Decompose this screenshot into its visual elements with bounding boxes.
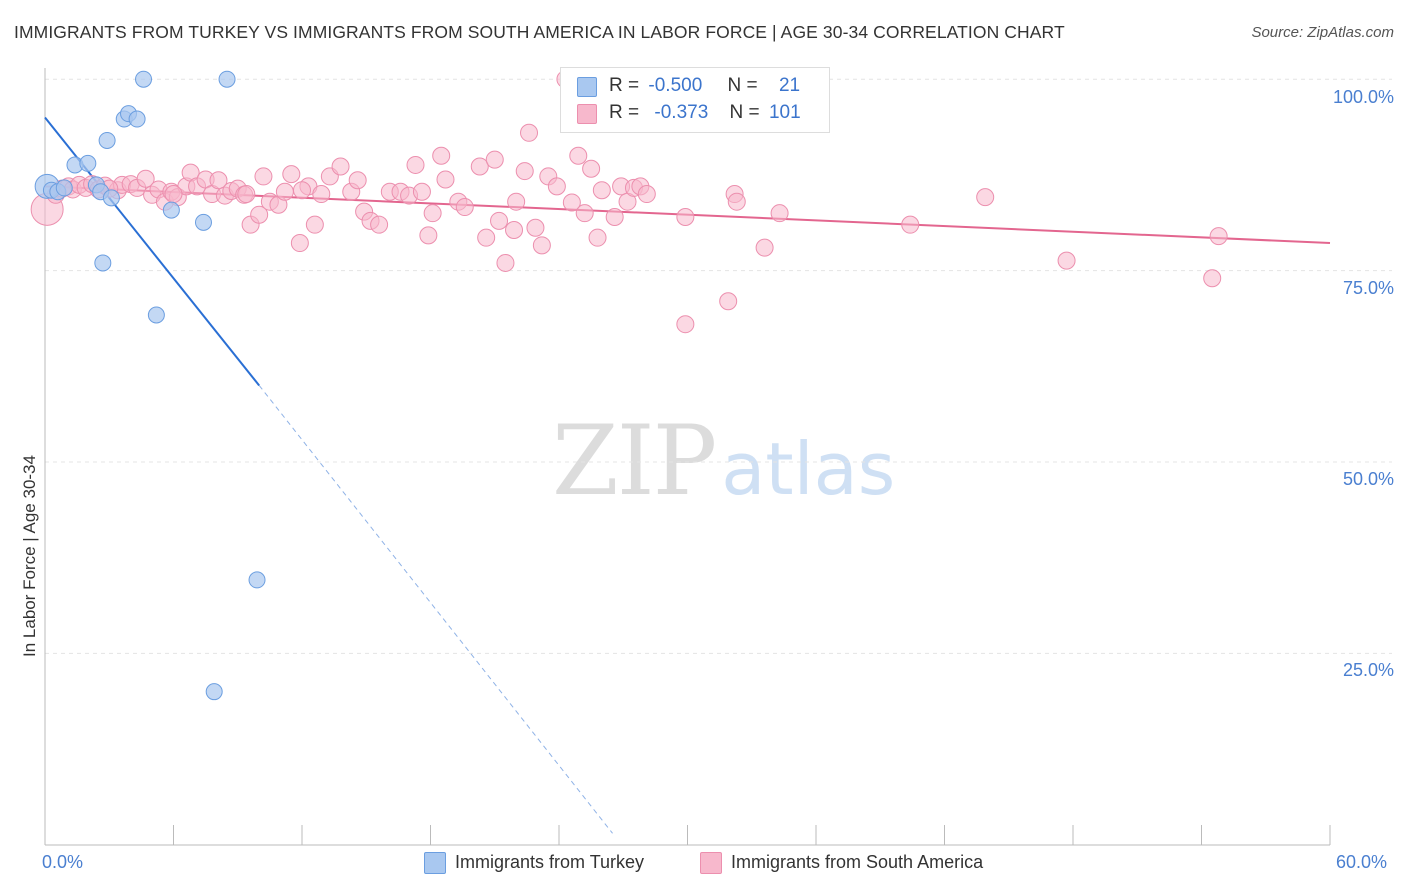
south-america-point [209, 171, 228, 190]
n-label: N = [727, 75, 758, 96]
south-america-point [727, 192, 746, 211]
south-america-point [515, 162, 534, 181]
south-america-point [254, 167, 273, 186]
south-america-point [532, 236, 551, 255]
turkey-legend-label: Immigrants from Turkey [455, 852, 645, 872]
south-america-point [293, 181, 311, 200]
turkey-point [128, 110, 146, 128]
south-america-point [507, 192, 526, 211]
turkey-point [55, 179, 73, 197]
south-america-point [637, 185, 656, 204]
south-america-point [485, 150, 504, 169]
south-america-point [575, 204, 594, 223]
n-label: N = [729, 102, 760, 123]
south-america-point [526, 218, 545, 237]
y-tick-label: 75.0% [1342, 278, 1394, 298]
south-america-point [412, 182, 431, 201]
south-america-point [588, 228, 607, 247]
turkey-point [205, 683, 223, 701]
x-tick-label-min: 0.0% [42, 852, 84, 872]
south-america-point [477, 228, 496, 247]
r-value: -0.500 [648, 75, 703, 96]
turkey-point [248, 571, 266, 589]
south-america-point [490, 211, 509, 230]
south-america-point [719, 292, 738, 311]
south-america-point [582, 159, 601, 178]
grid-layer [45, 78, 1392, 654]
south-america-legend-label: Immigrants from South America [731, 852, 984, 872]
south-america-point [348, 171, 367, 190]
n-value: 21 [778, 75, 801, 96]
south-america-point [312, 185, 331, 204]
south-america-point [331, 157, 350, 176]
chart-title: IMMIGRANTS FROM TURKEY VS IMMIGRANTS FRO… [14, 22, 1065, 42]
south-america-point [1057, 251, 1076, 270]
r-value: -0.373 [654, 102, 709, 123]
south-america-point [755, 238, 774, 257]
turkey-swatch [577, 77, 597, 97]
turkey-point [98, 131, 116, 149]
y-tick-label: 50.0% [1342, 469, 1394, 489]
south-america-point [419, 226, 438, 245]
south-america-point [290, 234, 309, 253]
source-credit: Source: ZipAtlas.com [1251, 24, 1394, 41]
south-america-point [470, 157, 489, 176]
south-america-point [423, 204, 442, 223]
south-america-point [136, 169, 155, 188]
x-tick-label-max: 60.0% [1336, 852, 1388, 872]
south-america-point [569, 146, 588, 165]
south-america-point [282, 165, 301, 184]
south-america-point [237, 185, 256, 204]
south-america-point [432, 146, 451, 165]
south-america-point [520, 123, 539, 142]
south-america-point [1203, 269, 1222, 288]
turkey-point [194, 213, 212, 231]
r-label: R = [609, 75, 640, 96]
y-axis-label: In Labor Force | Age 30-34 [20, 455, 39, 657]
n-value: 101 [768, 102, 801, 123]
south-america-point [547, 177, 566, 196]
south-america-point [455, 198, 474, 217]
south-america-point [505, 221, 524, 240]
south-america-legend-swatch [700, 852, 722, 874]
south-america-point [1209, 227, 1228, 246]
y-tick-label: 25.0% [1342, 660, 1394, 680]
legend-row-turkey: R = -0.500 N = 21 [609, 75, 800, 99]
y-tick-label: 100.0% [1332, 87, 1394, 107]
south-america-points [30, 70, 1228, 334]
south-america-point [901, 215, 920, 234]
south-america-point [406, 155, 425, 174]
south-america-point [592, 181, 611, 200]
turkey-points [34, 70, 266, 701]
south-america-point [562, 193, 581, 212]
south-america-point [305, 215, 324, 234]
turkey-point [162, 201, 180, 219]
south-america-point [250, 205, 269, 224]
legend-row-south-america: R = -0.373 N = 101 [609, 102, 801, 126]
correlation-legend: R = -0.500 N = 21 R = -0.373 N = 101 [560, 67, 830, 133]
turkey-point [147, 306, 165, 324]
south-america-point [496, 253, 515, 272]
turkey-point [135, 70, 153, 88]
south-america-point [164, 185, 183, 204]
south-america-point [370, 215, 389, 234]
turkey-point [94, 254, 112, 272]
turkey-point [102, 189, 120, 207]
south-america-point [676, 315, 695, 334]
south-america-point [275, 182, 294, 201]
south-america-point [676, 208, 695, 227]
south-america-point [436, 170, 455, 189]
south-america-point [976, 188, 995, 207]
south-america-point [605, 208, 624, 227]
turkey-legend-swatch [424, 852, 446, 874]
turkey-point [218, 70, 236, 88]
south-america-swatch [577, 104, 597, 124]
turkey-trend-extension [258, 385, 613, 834]
r-label: R = [609, 102, 640, 123]
turkey-point [79, 154, 97, 172]
south-america-point [770, 204, 789, 223]
